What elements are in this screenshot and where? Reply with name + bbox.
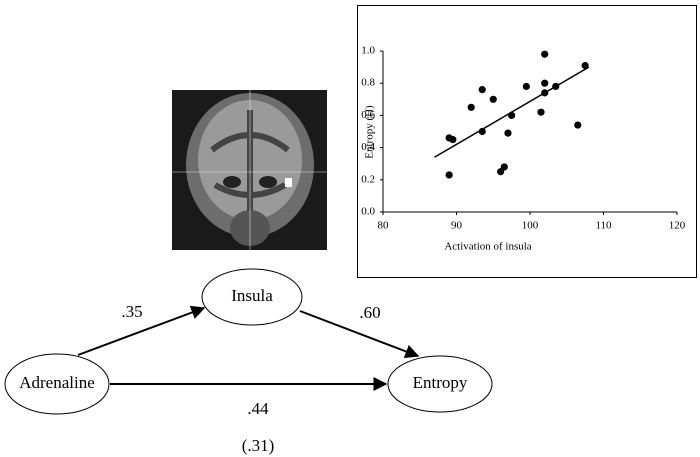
y-tick-label: 0.8 <box>361 77 375 89</box>
x-tick-label: 90 <box>451 220 463 232</box>
y-tick-label: 0.0 <box>361 206 375 218</box>
point <box>508 111 516 119</box>
point <box>504 129 512 137</box>
x-tick-label: 120 <box>669 220 686 232</box>
note: (.31) <box>242 436 275 455</box>
point <box>478 127 486 136</box>
y-tick-label: 0.4 <box>361 141 375 153</box>
x-tick-label: 100 <box>522 220 539 232</box>
point <box>500 163 508 171</box>
arrow <box>77 305 206 356</box>
y-tick-label: 1.0 <box>361 45 375 57</box>
y-tick-label: 0.2 <box>361 173 375 185</box>
node-shape <box>4 353 110 415</box>
mri-image <box>172 90 327 250</box>
node-label: Adrenaline <box>19 373 95 392</box>
x-tick-label: 110 <box>595 220 612 232</box>
path-diagram <box>4 268 493 415</box>
point <box>489 95 497 103</box>
x-tick-label: 80 <box>378 220 390 232</box>
node-shape <box>201 268 303 326</box>
y-tick-label: 0.6 <box>361 109 375 121</box>
point <box>552 82 560 91</box>
y-axis-label: Entropy (H) <box>364 105 376 159</box>
point <box>541 89 549 97</box>
chart-frame <box>357 5 697 278</box>
edge-label: .60 <box>359 303 380 322</box>
node-shape <box>387 355 493 413</box>
point <box>445 171 453 179</box>
node-label: Entropy <box>413 373 468 392</box>
point <box>449 135 457 144</box>
arrow <box>299 310 420 359</box>
point <box>581 61 589 70</box>
point <box>537 108 545 116</box>
point <box>574 121 582 129</box>
point <box>478 86 486 94</box>
point <box>541 79 549 87</box>
point <box>467 103 475 111</box>
point <box>522 82 530 91</box>
edge-label: .44 <box>247 399 269 418</box>
x-axis-label: Activation of insula <box>444 241 531 253</box>
edge-label: .35 <box>121 302 142 321</box>
point <box>541 50 549 58</box>
node-label: Insula <box>231 286 273 305</box>
